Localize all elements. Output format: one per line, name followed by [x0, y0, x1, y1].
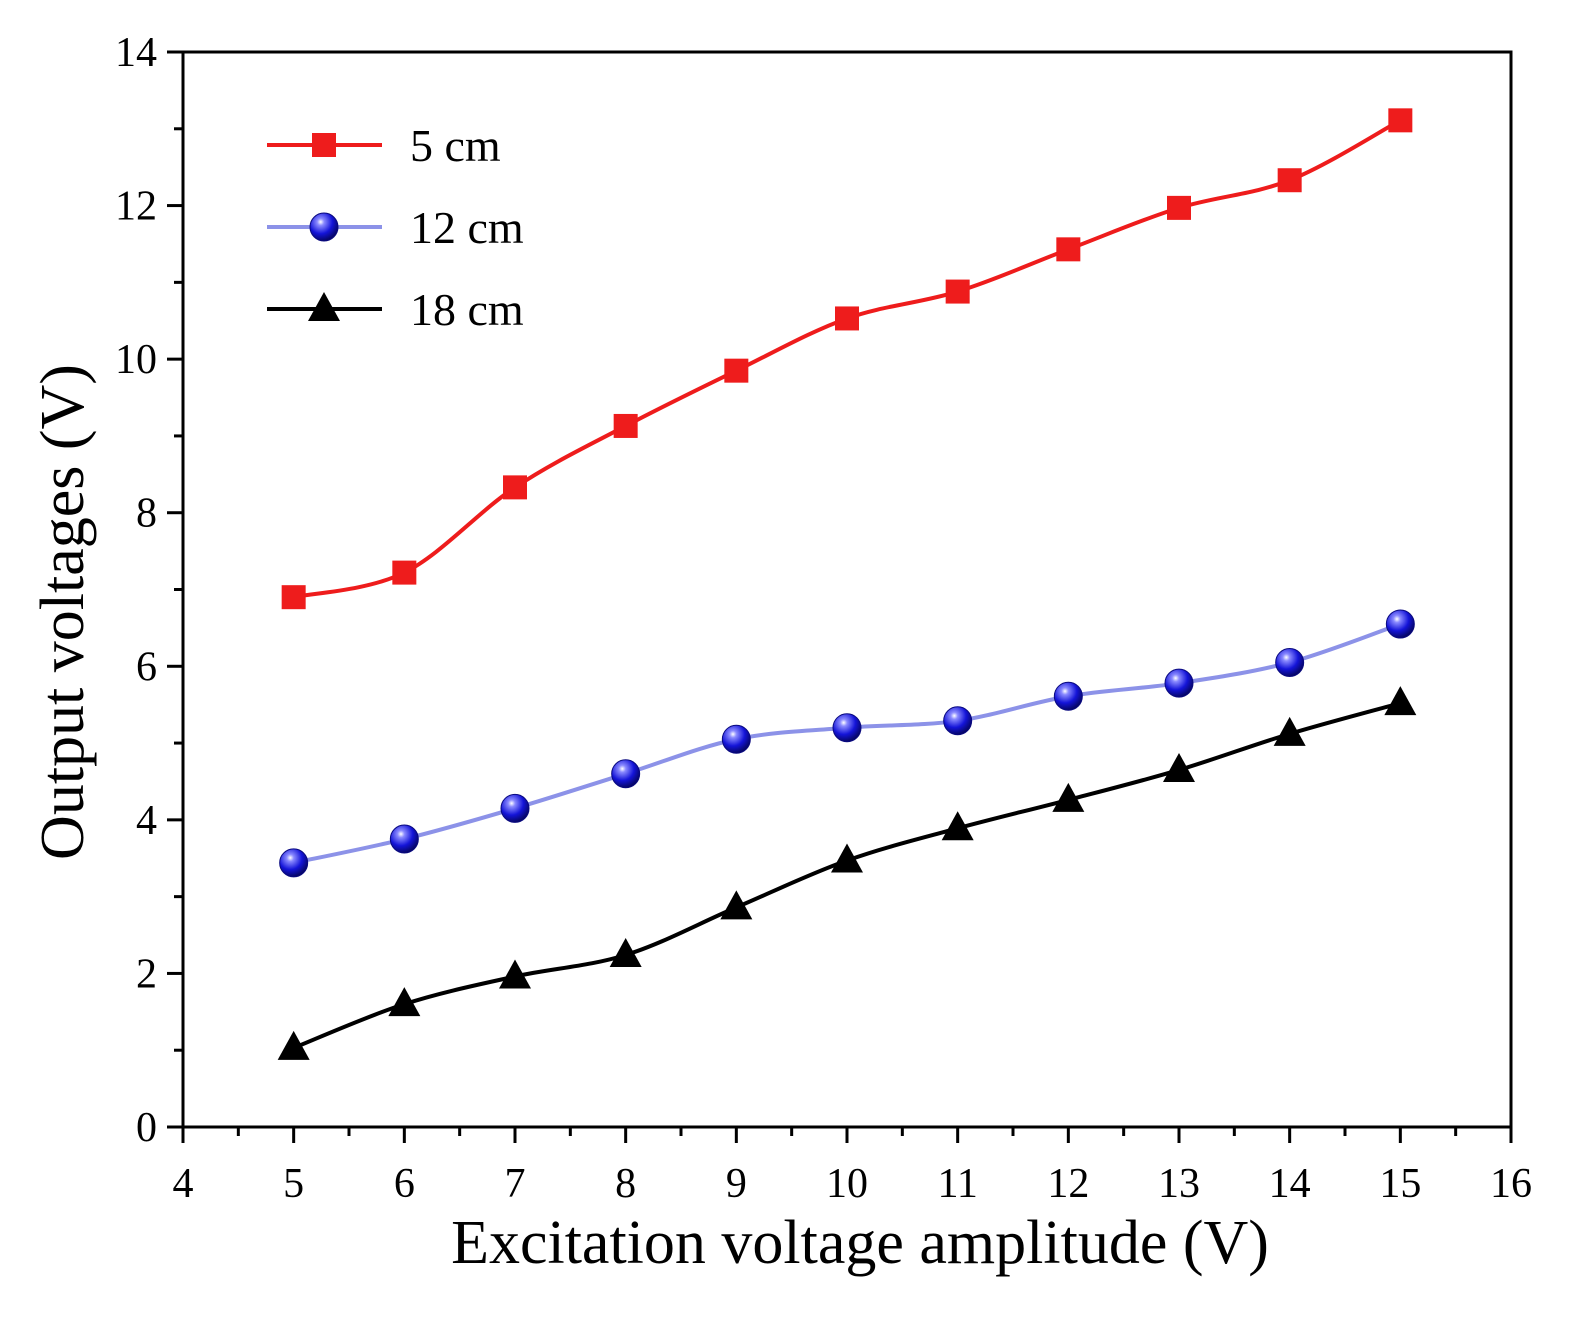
data-point-5-cm — [724, 358, 749, 383]
x-tick-label: 7 — [505, 1161, 526, 1207]
data-point-18-cm — [1384, 686, 1417, 716]
data-point-12-cm — [611, 759, 641, 789]
legend-label-5-cm: 5 cm — [410, 120, 501, 171]
data-point-18-cm — [609, 938, 642, 967]
data-point-18-cm — [1052, 782, 1085, 812]
data-point-18-cm — [1163, 752, 1195, 782]
data-point-5-cm — [1056, 237, 1081, 262]
data-point-5-cm — [281, 585, 306, 610]
x-tick-label: 6 — [394, 1161, 415, 1207]
x-tick-label: 5 — [283, 1161, 304, 1207]
y-tick-label: 4 — [136, 798, 157, 844]
series-5-cm — [281, 108, 1413, 610]
x-tick-label: 4 — [173, 1161, 194, 1207]
series-line-5-cm — [293, 118, 1402, 600]
data-point-5-cm — [392, 560, 417, 585]
y-tick-label: 14 — [115, 30, 157, 76]
legend-marker-12-cm — [309, 212, 339, 242]
data-point-5-cm — [1388, 108, 1413, 133]
data-point-12-cm — [389, 824, 419, 854]
data-point-18-cm — [941, 811, 974, 841]
data-point-5-cm — [613, 413, 638, 438]
series-line-18-cm — [292, 701, 1401, 1050]
series-line-12-cm — [293, 622, 1401, 865]
x-tick-label: 11 — [937, 1161, 977, 1207]
x-tick-label: 13 — [1158, 1161, 1200, 1207]
data-point-12-cm — [1164, 668, 1194, 698]
data-point-12-cm — [500, 793, 530, 823]
x-tick-label: 9 — [726, 1161, 747, 1207]
data-point-18-cm — [388, 987, 421, 1017]
x-tick-label: 15 — [1379, 1161, 1421, 1207]
data-point-5-cm — [1167, 195, 1191, 220]
y-tick-label: 6 — [136, 644, 157, 690]
x-axis-title: Excitation voltage amplitude (V) — [451, 1209, 1269, 1277]
y-tick-label: 12 — [115, 184, 157, 230]
data-point-5-cm — [945, 279, 970, 304]
data-point-12-cm — [279, 848, 309, 878]
data-point-5-cm — [1277, 168, 1302, 193]
x-tick-label: 8 — [615, 1161, 636, 1207]
x-tick-label: 14 — [1269, 1161, 1311, 1207]
legend-item-5-cm: 5 cm — [267, 120, 501, 171]
legend-marker-18-cm — [308, 292, 340, 321]
axes: 4 5 6 7 8 9 10 11 12 13 14 15 16 0 2 4 6 8 10 12 14 — [115, 30, 1532, 1207]
data-point-12-cm — [1053, 681, 1083, 711]
legend-label-12-cm: 12 cm — [410, 202, 524, 253]
legend-item-18-cm: 18 cm — [267, 284, 524, 335]
data-point-12-cm — [832, 713, 862, 743]
data-point-18-cm — [499, 959, 531, 989]
x-tick-label: 10 — [826, 1161, 868, 1207]
data-point-18-cm — [1273, 716, 1306, 746]
legend-marker-5-cm — [312, 133, 336, 157]
data-point-18-cm — [277, 1030, 310, 1060]
x-tick-label: 16 — [1490, 1161, 1532, 1207]
data-point-5-cm — [835, 306, 859, 331]
y-tick-label: 10 — [115, 337, 157, 383]
x-tick-label: 12 — [1047, 1161, 1089, 1207]
y-tick-label: 0 — [136, 1105, 157, 1151]
legend-label-18-cm: 18 cm — [410, 284, 524, 335]
data-point-12-cm — [943, 706, 973, 736]
series-12-cm — [279, 609, 1415, 878]
data-point-18-cm — [720, 890, 753, 920]
y-axis-title: Output voltages (V) — [29, 364, 97, 860]
data-point-12-cm — [721, 724, 751, 754]
data-point-12-cm — [1385, 609, 1415, 639]
series-layer — [277, 108, 1417, 1060]
legend-item-12-cm: 12 cm — [267, 202, 524, 253]
data-point-18-cm — [831, 843, 863, 873]
y-tick-label: 8 — [136, 491, 157, 537]
plot-frame — [181, 50, 1513, 1129]
data-point-12-cm — [1275, 647, 1305, 677]
y-tick-label: 2 — [136, 951, 157, 997]
series-18-cm — [277, 686, 1417, 1060]
legend: 5 cm 12 cm 18 cm — [267, 120, 524, 335]
data-point-5-cm — [503, 475, 527, 500]
